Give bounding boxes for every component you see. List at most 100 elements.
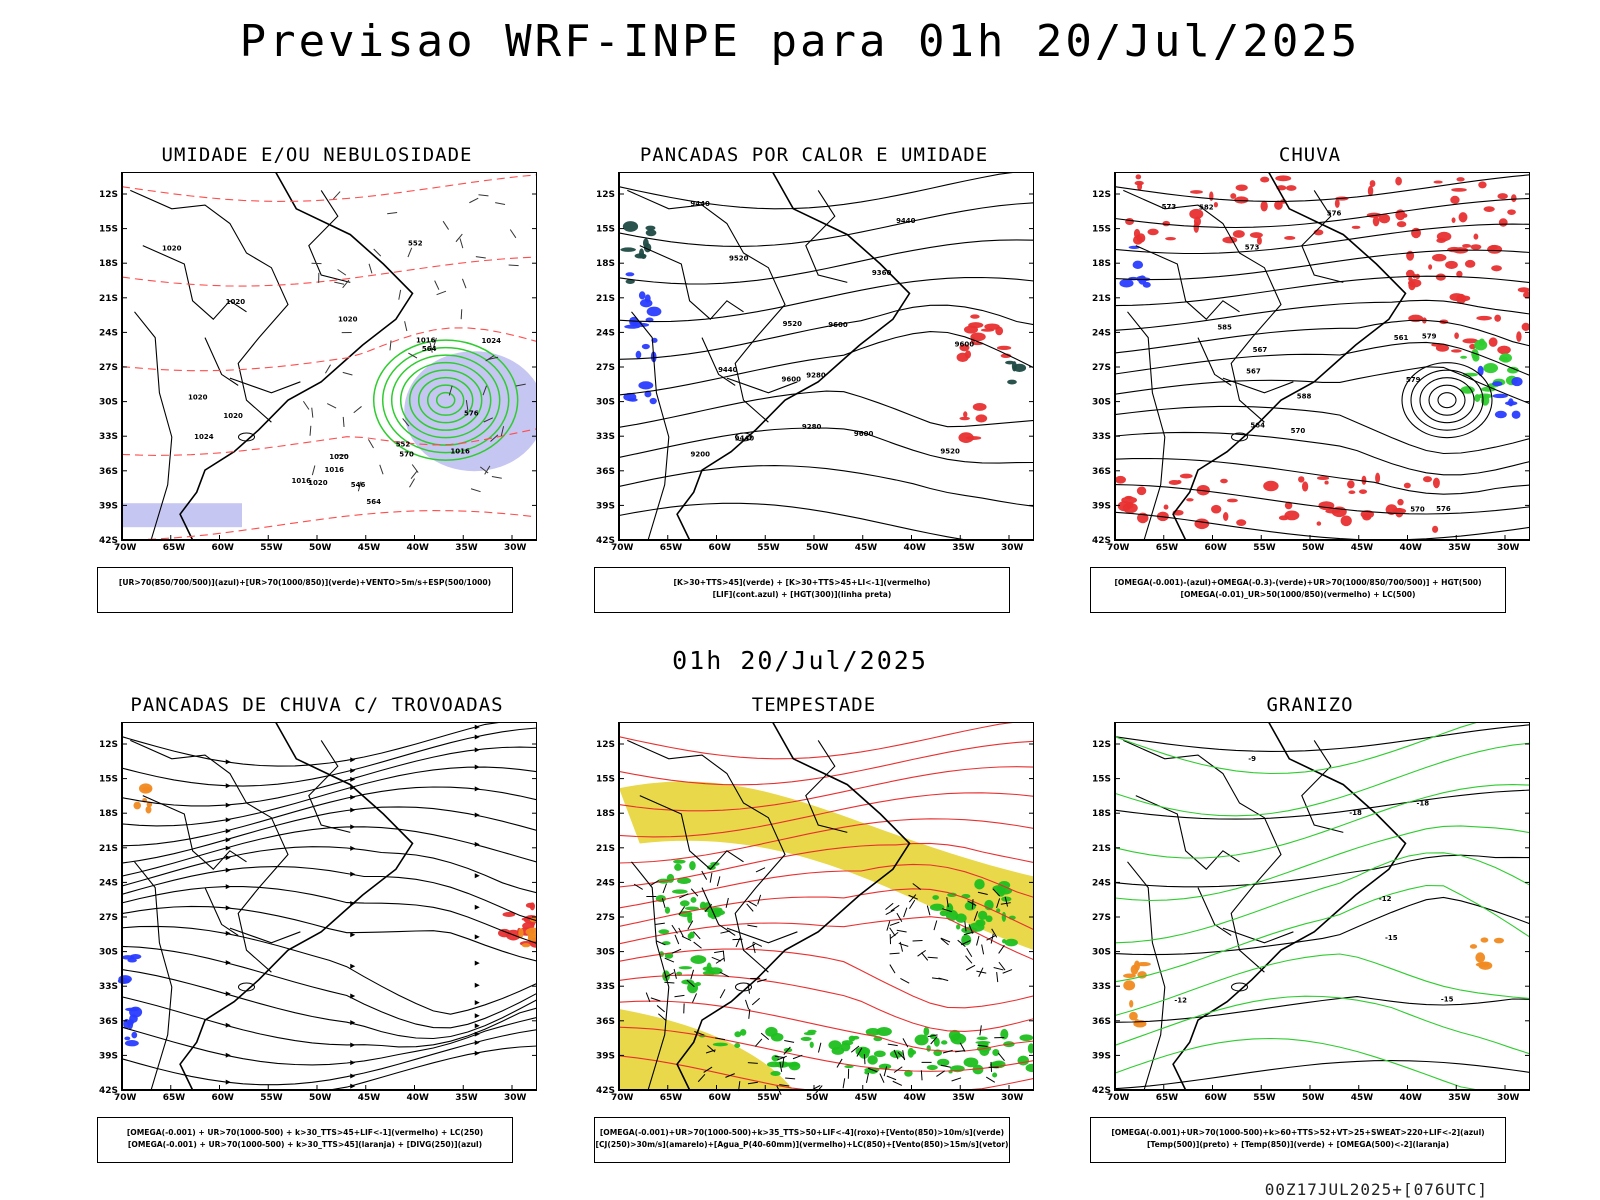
wind850-green bbox=[800, 1036, 812, 1041]
flow-arrow bbox=[474, 747, 480, 753]
legend-line: [OMEGA(-0.001) + UR>70(1000-500) + k>30_… bbox=[127, 1140, 483, 1149]
wind-vector bbox=[353, 406, 362, 414]
rain-red bbox=[1136, 486, 1147, 496]
wind-vector bbox=[774, 1055, 785, 1059]
flow-arrow bbox=[225, 802, 231, 808]
lat-tick-label: 24S bbox=[596, 328, 615, 338]
rain-red bbox=[1194, 518, 1210, 530]
wind-vector bbox=[434, 280, 440, 290]
lagoa-contour bbox=[238, 432, 255, 442]
wind-vector bbox=[747, 983, 751, 994]
country-border bbox=[1135, 795, 1240, 870]
lat-tick-label: 42S bbox=[99, 536, 118, 546]
hgt500-contour bbox=[1114, 275, 1530, 307]
lat-tick-label: 27S bbox=[596, 913, 615, 923]
omega-orange bbox=[1123, 973, 1136, 979]
rain-red bbox=[1285, 185, 1297, 191]
lat-tick-label: 33S bbox=[596, 982, 615, 992]
wind850-green bbox=[929, 903, 945, 911]
panel-legend: [OMEGA(-0.001)+UR>70(1000-500)+k>60+TTS>… bbox=[1090, 1117, 1506, 1163]
wind-vector bbox=[664, 972, 675, 978]
streamline-250 bbox=[121, 905, 537, 962]
contour-label: -9 bbox=[1248, 755, 1256, 763]
wind-vector bbox=[942, 908, 953, 913]
coastline bbox=[179, 722, 414, 1091]
hgt500-contour bbox=[1114, 249, 1530, 281]
lon-tick-label: 70W bbox=[1107, 543, 1130, 552]
rain-red bbox=[1450, 195, 1460, 205]
wind-vector bbox=[889, 931, 899, 939]
streamline-250 bbox=[121, 722, 537, 767]
low-pressure-contour bbox=[1410, 369, 1484, 431]
rain-red bbox=[1114, 475, 1126, 484]
lat-tick-label: 30S bbox=[596, 398, 615, 408]
flow-arrow bbox=[225, 1079, 231, 1085]
wind-vector bbox=[842, 1078, 846, 1089]
flow-arrow bbox=[474, 1013, 480, 1019]
streamline-850 bbox=[618, 916, 1034, 961]
wind-vector bbox=[990, 1061, 993, 1072]
wind-vector bbox=[649, 880, 659, 887]
green-contour bbox=[372, 339, 519, 461]
storm-orange bbox=[521, 943, 531, 948]
wind-vector bbox=[705, 1049, 716, 1054]
contour-label: 1024 bbox=[194, 433, 214, 441]
lat-tick-label: 42S bbox=[1092, 1086, 1111, 1096]
rain-red bbox=[1476, 315, 1492, 321]
contour-label: 588 bbox=[1297, 392, 1312, 400]
rain-red bbox=[1263, 480, 1279, 492]
rain-red bbox=[1176, 480, 1182, 484]
wind850-green bbox=[926, 1045, 931, 1052]
rain-red bbox=[1301, 481, 1309, 492]
instability-red bbox=[996, 345, 1012, 350]
rain-red bbox=[1498, 218, 1508, 227]
hgt-contour bbox=[618, 465, 1034, 507]
wind-vector bbox=[903, 907, 908, 918]
wind-vector bbox=[500, 426, 505, 437]
wind-vector bbox=[678, 906, 686, 916]
streamline-250 bbox=[121, 1029, 537, 1086]
wind-vector bbox=[311, 465, 316, 476]
lat-tick-label: 39S bbox=[99, 501, 118, 511]
lon-tick-label: 30W bbox=[1001, 1093, 1024, 1102]
flow-arrow bbox=[350, 963, 356, 969]
flow-arrow bbox=[225, 1052, 231, 1058]
lat-tick-label: 42S bbox=[99, 1086, 118, 1096]
wind850-green bbox=[708, 967, 723, 975]
omega-orange bbox=[1129, 1000, 1134, 1008]
wind850-green bbox=[974, 878, 985, 890]
flow-arrow bbox=[474, 734, 480, 740]
lat-tick-label: 21S bbox=[596, 294, 615, 304]
flow-arrow bbox=[225, 960, 231, 966]
flow-arrow bbox=[474, 904, 480, 910]
flow-arrow bbox=[350, 932, 356, 938]
flow-arrow bbox=[474, 841, 480, 847]
rain-red bbox=[1260, 176, 1270, 183]
wind-vector bbox=[490, 434, 499, 442]
rain-red bbox=[1454, 332, 1459, 339]
map-frame bbox=[1114, 172, 1530, 541]
green-contour bbox=[408, 369, 483, 431]
storm-red bbox=[525, 902, 535, 908]
contour-label: 9440 bbox=[896, 217, 916, 225]
rain-red bbox=[1433, 180, 1443, 184]
divg-blue bbox=[129, 1014, 138, 1023]
map-chuva: 588 585 582 579 576 573 570 567 564 561 579 576 573 5… bbox=[1090, 172, 1530, 552]
omega-orange bbox=[1480, 937, 1489, 943]
lon-tick-label: 50W bbox=[309, 543, 332, 552]
wind850-green bbox=[933, 1037, 940, 1047]
wind-vector bbox=[965, 964, 976, 971]
wind-vector bbox=[747, 924, 758, 928]
wind850-green bbox=[976, 1036, 988, 1041]
lon-tick-label: 50W bbox=[806, 1093, 829, 1102]
lon-tick-label: 65W bbox=[163, 543, 186, 552]
lat-tick-label: 15S bbox=[596, 225, 615, 235]
wind-vector bbox=[448, 385, 453, 396]
contour-label: 1020 bbox=[308, 479, 328, 487]
wind-vector bbox=[662, 883, 667, 894]
rain-red bbox=[1234, 196, 1249, 204]
wind-vector bbox=[992, 888, 1001, 897]
flow-arrow bbox=[474, 724, 480, 730]
contour-label: 552 bbox=[408, 240, 423, 248]
lon-tick-label: 60W bbox=[709, 1093, 732, 1102]
